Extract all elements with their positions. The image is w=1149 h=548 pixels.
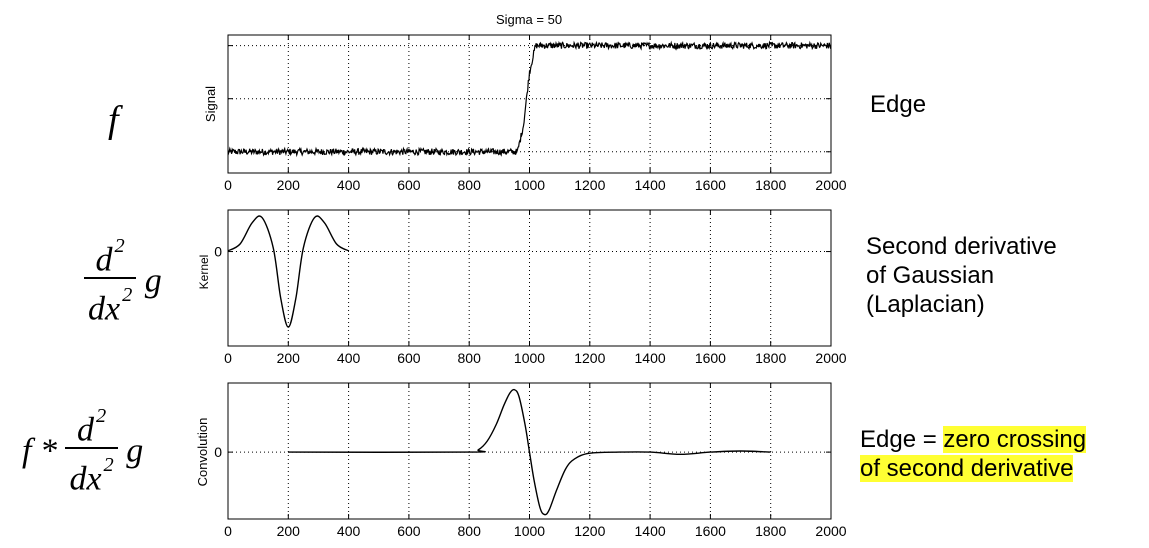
convolution-x-tick-label: 1400 (635, 523, 666, 539)
kernel-y-tick-labels: 0 (214, 244, 222, 260)
conv-denominator-exponent: 2 (103, 454, 114, 477)
conv-fraction: d2 dx2 (65, 406, 118, 498)
chart-title: Sigma = 50 (496, 12, 562, 27)
zero-crossing-line2: of second derivative (860, 454, 1086, 483)
convolution-x-tick-label: 600 (397, 523, 421, 539)
fraction-numerator: d2 (84, 236, 136, 277)
fraction: d2 dx2 (84, 236, 137, 328)
kernel-x-tick-label: 600 (397, 350, 421, 366)
signal-x-tick-label: 800 (458, 177, 482, 193)
convolution-x-tick-label: 800 (458, 523, 482, 539)
convolution-y-axis-label: Convolution (195, 418, 210, 487)
denominator-dx: dx (88, 290, 121, 328)
crossing-prefix: Edge = (860, 426, 944, 453)
kernel-x-tick-label: 800 (458, 350, 482, 366)
kernel-x-tick-label: 400 (337, 350, 361, 366)
highlight-of-second-derivative: of second derivative (860, 455, 1074, 482)
convolution-ticks (227, 383, 832, 519)
edge-text: Edge (870, 91, 927, 118)
kernel-x-tick-label: 1400 (635, 350, 666, 366)
kernel-x-tick-label: 2000 (815, 350, 846, 366)
fraction-denominator: dx2 (84, 277, 137, 328)
formula-g: g (144, 262, 162, 300)
kernel-x-tick-label: 0 (224, 350, 232, 366)
signal-series (227, 40, 832, 158)
convolution-y-tick-label: 0 (214, 444, 222, 460)
signal-x-tick-label: 0 (224, 177, 232, 193)
kernel-x-tick-label: 1600 (695, 350, 726, 366)
convolution-series-line (288, 388, 771, 516)
signal-x-tick-labels: 0 200 400 600 800 1000 1200 1400 1600 1800 2000 (224, 177, 847, 193)
formula-convolution: f * d2 dx2 g (22, 406, 143, 497)
convolution-x-tick-label: 200 (277, 523, 301, 539)
numerator-exponent: 2 (114, 235, 125, 257)
second-derivative-description: Second derivative of Gaussian (Laplacian… (866, 232, 1057, 319)
second-derivative-line1: Second derivative (866, 233, 1057, 260)
kernel-y-axis-label: Kernel (197, 255, 211, 290)
convolution-x-tick-labels: 0 200 400 600 800 1000 1200 1400 1600 1800 2000 (224, 523, 847, 539)
signal-x-tick-label: 1000 (514, 177, 545, 193)
denominator-exponent: 2 (122, 284, 133, 307)
conv-numerator-d: d (77, 411, 94, 449)
signal-x-tick-label: 400 (337, 177, 361, 193)
signal-x-tick-label: 2000 (815, 177, 846, 193)
convolution-x-tick-label: 1600 (695, 523, 726, 539)
signal-series-line (227, 40, 832, 158)
conv-fraction-denominator: dx2 (65, 447, 118, 498)
numerator-d: d (95, 241, 113, 279)
kernel-ticks (227, 210, 832, 346)
convolution-x-tick-label: 400 (337, 523, 361, 539)
convolution-x-tick-label: 1800 (755, 523, 786, 539)
signal-x-tick-label: 1400 (635, 177, 666, 193)
conv-fraction-numerator: d2 (65, 406, 117, 447)
kernel-x-tick-label: 1000 (514, 350, 545, 366)
zero-crossing-description: Edge = zero crossing of second derivativ… (860, 425, 1087, 483)
kernel-x-tick-labels: 0 200 400 600 800 1000 1200 1400 1600 1800 2000 (224, 350, 847, 366)
formula-f-symbol: f (108, 99, 119, 141)
signal-ticks (227, 35, 832, 173)
signal-y-axis-label: Signal (203, 86, 218, 122)
conv-formula-g: g (126, 432, 144, 470)
conv-numerator-exponent: 2 (96, 405, 107, 427)
signal-x-tick-label: 1800 (755, 177, 786, 193)
convolution-x-tick-label: 2000 (815, 523, 846, 539)
convolution-panel: 0 200 400 600 800 1000 1200 1400 1600 1800 2000 0 … (195, 382, 847, 539)
kernel-x-tick-label: 200 (277, 350, 301, 366)
convolution-x-tick-label: 0 (224, 523, 232, 539)
kernel-x-tick-label: 1200 (574, 350, 605, 366)
signal-x-tick-label: 1200 (574, 177, 605, 193)
kernel-grid (228, 210, 831, 346)
kernel-panel: 0 200 400 600 800 1000 1200 1400 1600 1800 2000 0 … (197, 209, 847, 366)
convolution-x-tick-label: 1000 (514, 523, 545, 539)
signal-panel: Sigma = 50 0 200 400 600 800 1000 1200 1400 1600… (203, 12, 847, 193)
signal-x-tick-label: 200 (277, 177, 301, 193)
signal-x-tick-label: 600 (397, 177, 421, 193)
kernel-y-tick-label: 0 (214, 244, 222, 260)
kernel-x-tick-label: 1800 (755, 350, 786, 366)
kernel-series (227, 215, 349, 328)
formula-second-derivative-gaussian: d2 dx2 g (84, 236, 162, 327)
edge-description: Edge (870, 90, 926, 119)
highlight-zero-crossing: zero crossing (943, 426, 1087, 453)
formula-conv-prefix: f * (22, 432, 57, 470)
second-derivative-line3: (Laplacian) (866, 291, 985, 318)
convolution-y-tick-labels: 0 (214, 444, 222, 460)
kernel-series-line (227, 215, 349, 328)
second-derivative-line2: of Gaussian (866, 262, 995, 289)
convolution-series (288, 388, 771, 516)
zero-crossing-line1: Edge = zero crossing (860, 425, 1087, 454)
formula-f: f (108, 98, 119, 142)
conv-denominator-dx: dx (69, 460, 102, 498)
convolution-x-tick-label: 1200 (574, 523, 605, 539)
signal-x-tick-label: 1600 (695, 177, 726, 193)
